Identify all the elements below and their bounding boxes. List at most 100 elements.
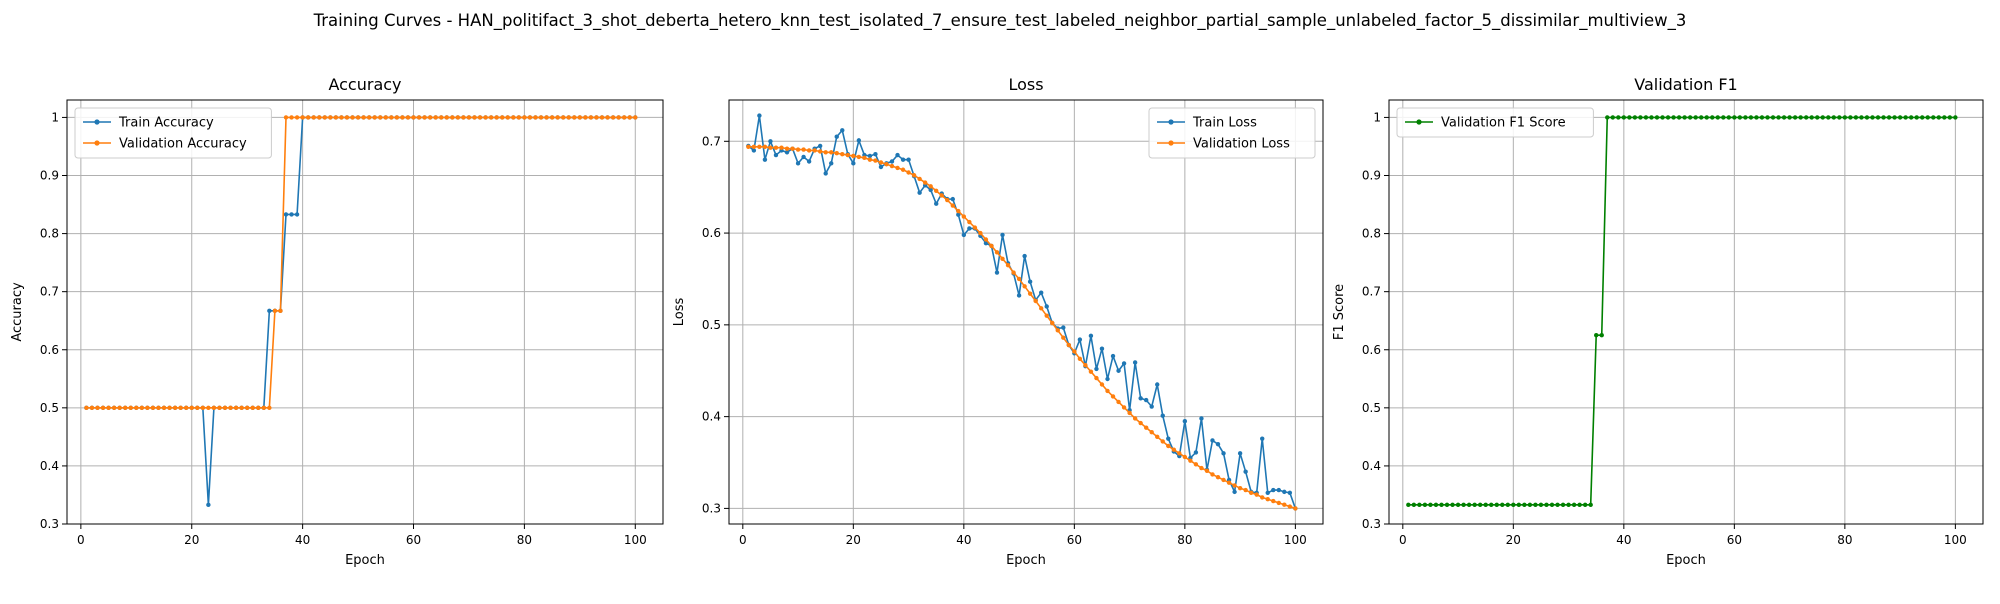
data-point (1450, 502, 1455, 508)
data-point (1627, 115, 1632, 120)
y-tick-label: 0.5 (702, 318, 721, 332)
series-line (86, 116, 636, 409)
series-validation-loss (746, 144, 1298, 511)
data-point (1039, 290, 1044, 295)
data-point (1243, 487, 1248, 493)
data-point (1555, 502, 1560, 508)
data-point (1466, 502, 1472, 508)
data-point (1116, 368, 1121, 373)
y-tick-label: 0.9 (1362, 169, 1381, 183)
data-point (1027, 279, 1033, 284)
data-point (322, 115, 327, 120)
x-tick-label: 20 (184, 533, 199, 547)
data-point (1271, 487, 1276, 493)
data-point (1599, 333, 1604, 338)
data-point (1287, 504, 1293, 509)
data-point (366, 115, 372, 120)
data-point (989, 243, 994, 249)
data-point (89, 405, 95, 411)
data-point (311, 115, 316, 120)
legend: Train Accuracy Validation Accuracy (74, 107, 272, 159)
y-tick-label: 1 (51, 110, 59, 124)
chart-title: Validation F1 (1634, 75, 1737, 94)
data-point (762, 144, 768, 150)
data-point (1204, 468, 1210, 473)
legend-label: Train Loss (1192, 116, 1257, 131)
data-point (862, 155, 867, 161)
data-point (1942, 115, 1947, 120)
data-point (450, 115, 455, 120)
data-point (184, 405, 189, 411)
data-point (1215, 441, 1221, 447)
data-point (1282, 489, 1287, 495)
data-point (1061, 335, 1066, 340)
data-point (1143, 425, 1149, 430)
data-point (1282, 502, 1287, 507)
data-point (1881, 115, 1886, 120)
data-point (1033, 298, 1038, 304)
legend: Train Loss Validation Loss (1148, 107, 1316, 159)
data-point (1472, 502, 1477, 508)
data-point (1116, 399, 1121, 405)
chart-panels: 0 20 40 60 80 1000.30.40.50.60.70.80.91Accura… (10, 75, 1984, 568)
data-point (1016, 276, 1022, 282)
data-point (1781, 115, 1787, 120)
data-point (283, 115, 289, 120)
data-point (1582, 502, 1588, 508)
chart-title: Loss (1008, 75, 1043, 94)
data-point (801, 147, 806, 152)
data-point (795, 147, 801, 152)
data-point (1831, 115, 1837, 120)
plot-frame (728, 99, 1324, 525)
data-point (1815, 115, 1820, 120)
data-point (1083, 363, 1088, 368)
data-point (961, 214, 967, 219)
legend-box (74, 107, 272, 159)
data-point (1232, 483, 1237, 488)
data-point (1188, 458, 1193, 463)
data-point (950, 196, 955, 202)
chart-panel-2: 0 20 40 60 80 100 0.3 0.4 0.5 0.6 0.7 Loss Epoch Loss… (672, 75, 1324, 568)
data-point (605, 115, 610, 120)
data-point (511, 115, 516, 120)
data-point (1699, 115, 1704, 120)
data-point (1166, 436, 1171, 441)
legend-marker (1168, 119, 1174, 125)
series-validation-f1-score (1406, 115, 1958, 508)
data-point (1127, 410, 1132, 416)
data-point (494, 115, 499, 120)
data-point (566, 115, 571, 120)
data-point (1121, 361, 1127, 366)
data-point (806, 148, 812, 153)
data-point (189, 405, 194, 411)
y-axis-label: Accuracy (10, 282, 25, 342)
data-point (289, 115, 294, 120)
data-point (1577, 502, 1582, 508)
data-point (1138, 396, 1143, 401)
data-point (466, 115, 472, 120)
data-point (1000, 256, 1005, 261)
data-point (895, 152, 900, 158)
data-point (1649, 115, 1654, 120)
data-point (983, 237, 989, 242)
data-point (900, 167, 906, 172)
data-point (117, 405, 122, 411)
series-line (1408, 116, 1956, 506)
data-point (956, 208, 961, 214)
data-point (1737, 115, 1743, 120)
data-point (922, 180, 928, 185)
data-point (856, 138, 862, 143)
data-point (1232, 489, 1237, 495)
data-point (1265, 497, 1270, 502)
data-point (1616, 115, 1621, 120)
data-point (206, 405, 211, 411)
series-train-loss (746, 113, 1298, 511)
x-tick-label: 40 (295, 533, 310, 547)
data-point (1516, 502, 1522, 508)
data-point (200, 405, 206, 411)
data-point (178, 405, 183, 411)
y-tick-label: 0.9 (40, 169, 59, 183)
data-point (1022, 284, 1027, 289)
data-point (283, 212, 289, 217)
data-point (294, 212, 300, 217)
